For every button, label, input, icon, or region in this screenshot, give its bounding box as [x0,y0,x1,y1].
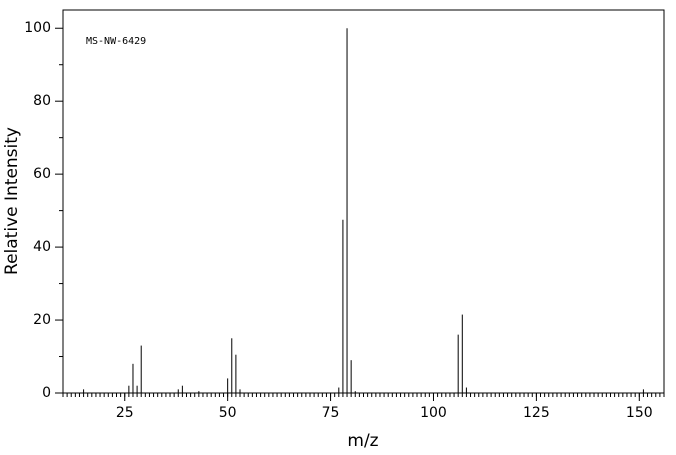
x-tick-label: 50 [219,405,237,421]
x-tick-label: 125 [523,405,550,421]
annotation: MS-NW-6429 [86,36,146,47]
x-tick-label: 75 [322,405,340,421]
y-tick-label: 0 [42,385,51,401]
y-tick-label: 100 [24,20,51,36]
y-tick-label: 80 [33,93,51,109]
x-axis-label: m/z [347,431,378,451]
y-tick-label: 20 [33,312,51,328]
x-tick-label: 150 [626,405,653,421]
plot-frame [62,9,665,394]
y-tick-label: 60 [33,166,51,182]
y-tick-label: 40 [33,239,51,255]
y-axis-label: Relative Intensity [2,127,22,275]
x-tick-label: 25 [116,405,134,421]
x-tick-label: 100 [420,405,447,421]
